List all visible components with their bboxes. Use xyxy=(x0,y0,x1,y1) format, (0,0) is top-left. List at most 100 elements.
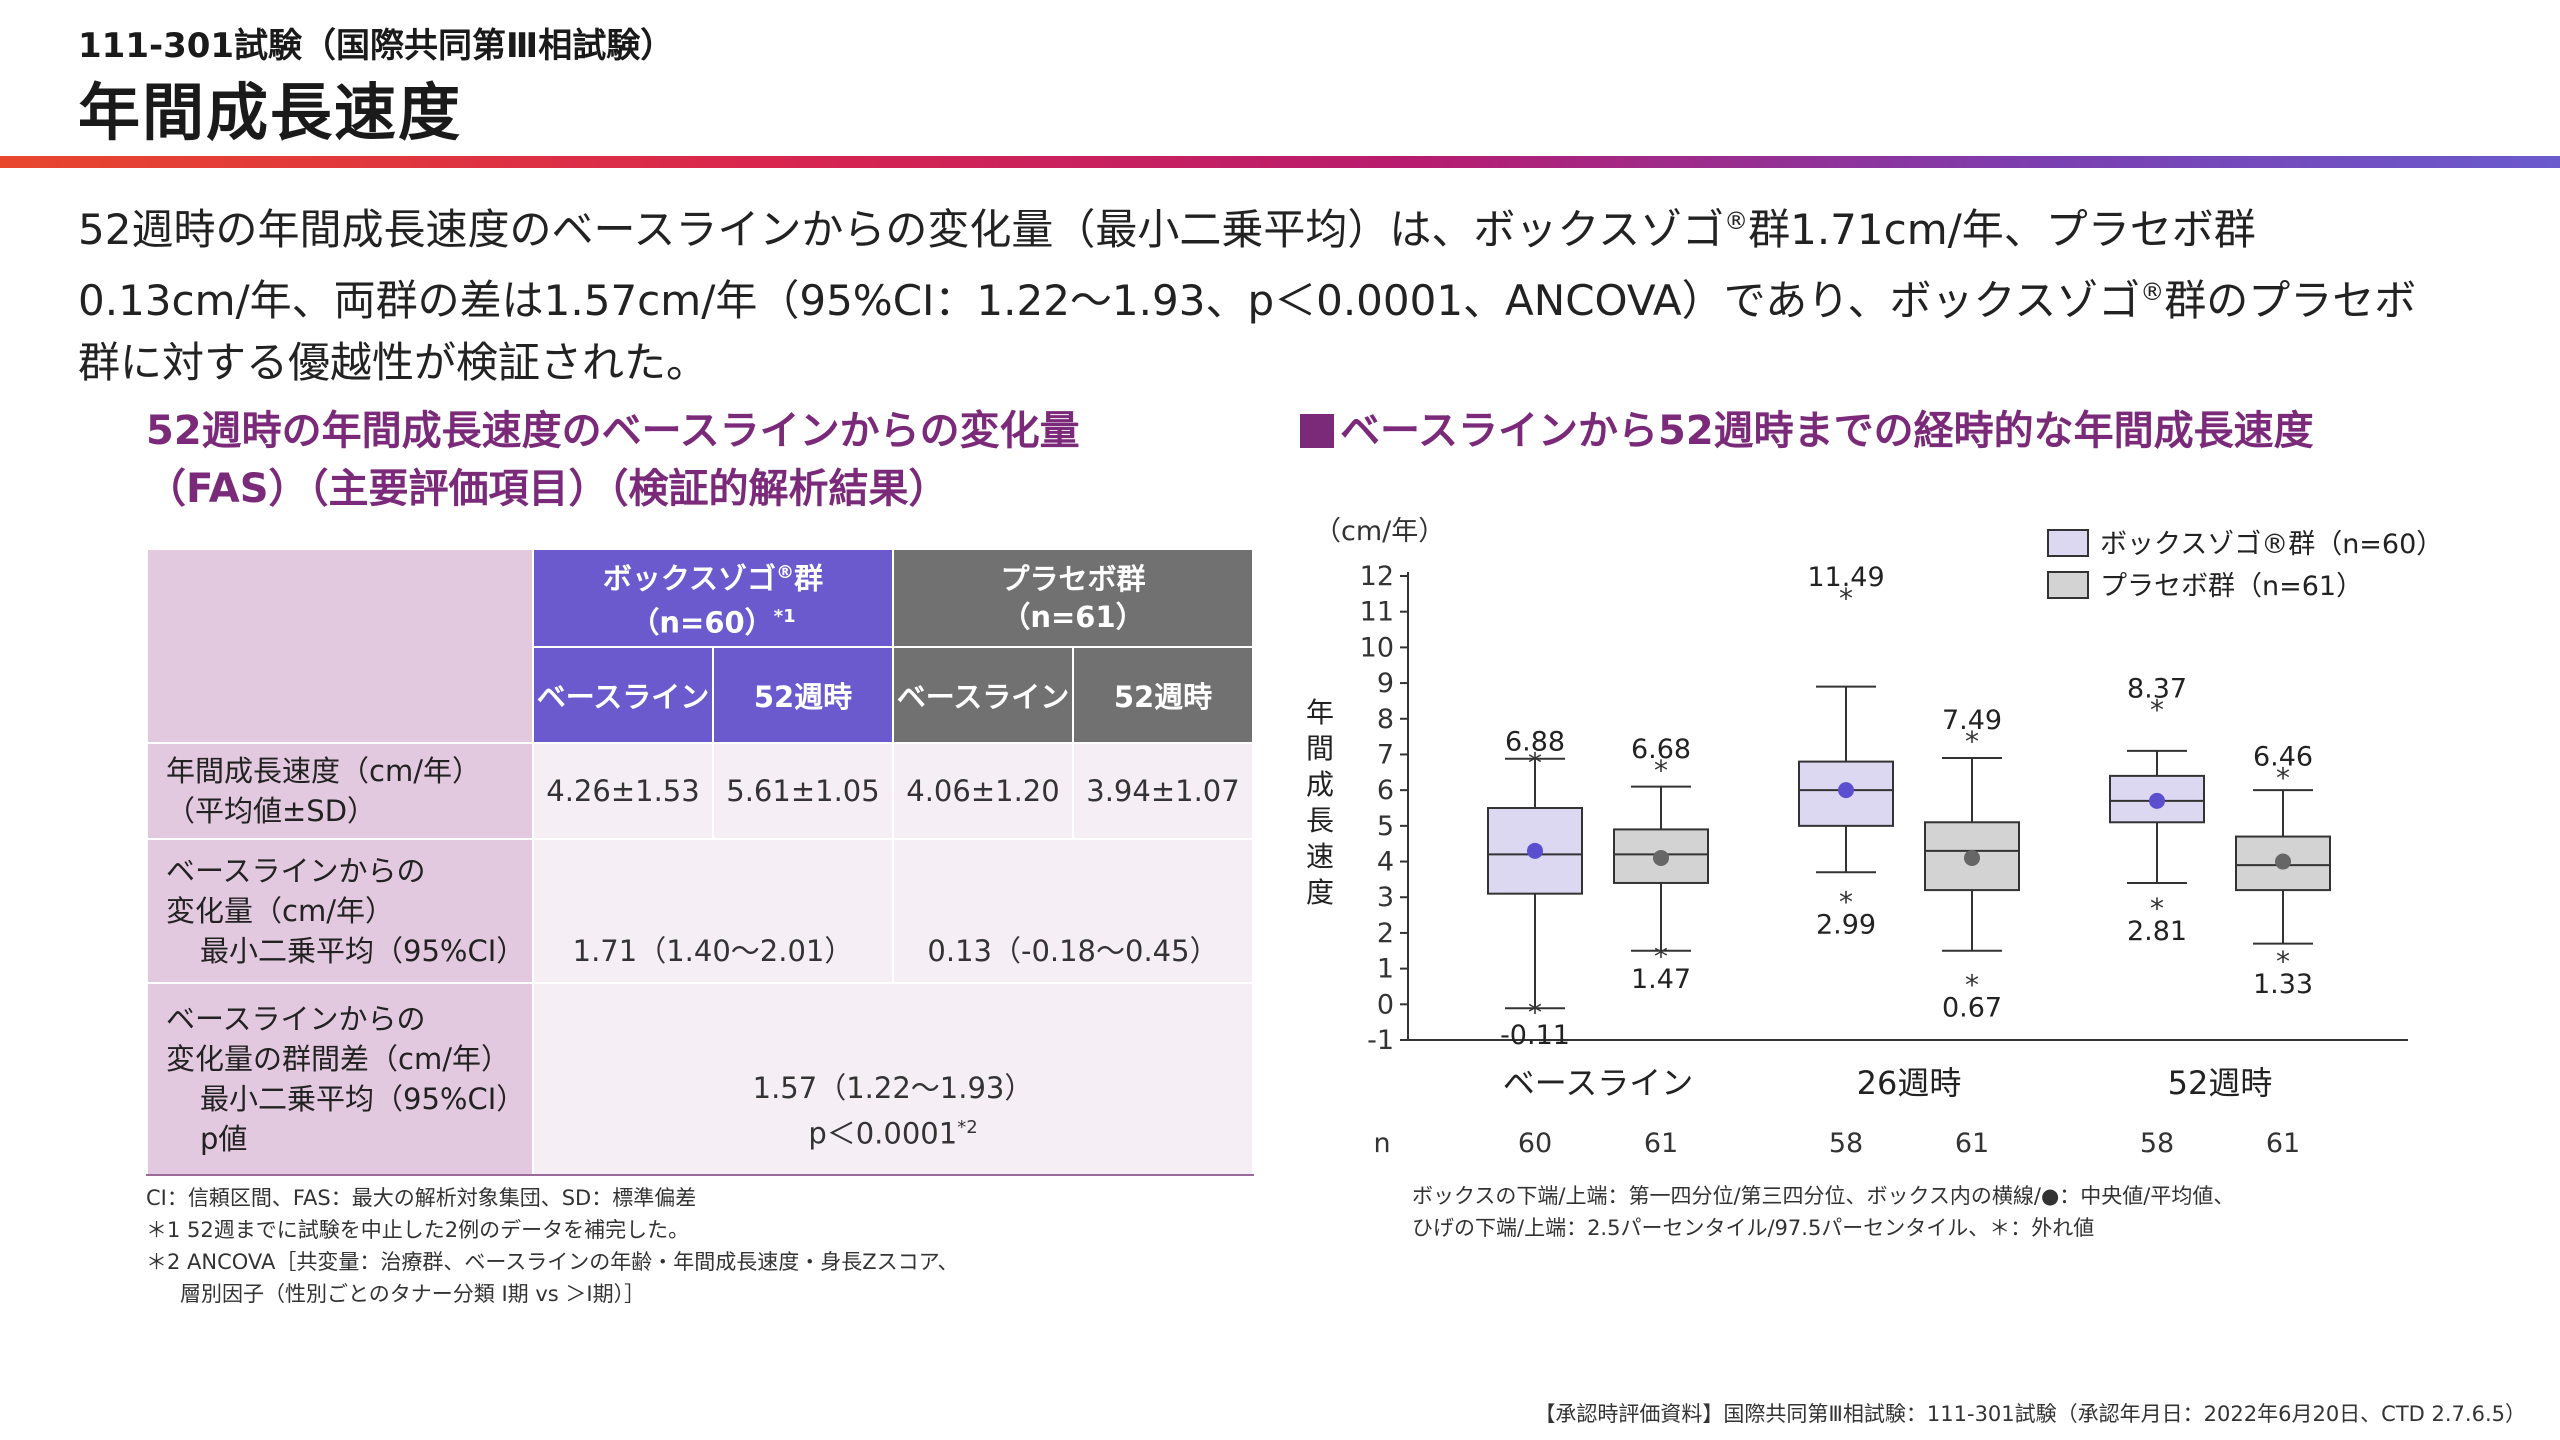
page-subtitle: 111-301試験（国際共同第Ⅲ相試験） xyxy=(78,26,675,66)
voxzogo-header: ボックスゾゴ®群 （n=60）*1 xyxy=(532,548,894,648)
footnote-mark: *2 xyxy=(957,1117,978,1139)
row1-voxzogo-baseline: 4.26±1.53 xyxy=(532,742,714,840)
note-line4: 層別因子（性別ごとのタナー分類 Ⅰ期 vs ＞Ⅰ期）］ xyxy=(180,1282,646,1306)
outlier-marker: * xyxy=(1965,725,1979,758)
summary-line1a: 52週時の年間成長速度のベースラインからの変化量（最小二乗平均）は、ボックスゾゴ xyxy=(78,205,1725,254)
registered-mark: ® xyxy=(2140,278,2165,306)
y-tick-label: 11 xyxy=(1360,597,1394,628)
outlier-label: 2.99 xyxy=(1816,910,1876,941)
row3-value-line1: 1.57（1.22〜1.93） xyxy=(752,1071,1034,1106)
row3-label-line4: p値 xyxy=(200,1122,248,1156)
mean-dot xyxy=(2275,853,2291,870)
y-axis-title: 年間成長速度 xyxy=(1306,696,1334,909)
y-tick-label: 9 xyxy=(1377,668,1394,699)
voxzogo-baseline-header: ベースライン xyxy=(532,646,714,744)
outlier-label: 2.81 xyxy=(2127,916,2187,947)
note-line3: ＊2 ANCOVA［共変量：治療群、ベースラインの年齢・年間成長速度・身長Zスコ… xyxy=(146,1250,959,1274)
row2-placebo-value: 0.13（-0.18〜0.45） xyxy=(892,838,1254,984)
outlier-marker: * xyxy=(2150,892,2164,925)
outlier-label: 0.67 xyxy=(1942,992,2002,1023)
summary-text: 52週時の年間成長速度のベースラインからの変化量（最小二乗平均）は、ボックスゾゴ… xyxy=(78,190,2498,394)
y-tick-label: 8 xyxy=(1377,704,1394,735)
y-tick-label: 7 xyxy=(1377,739,1394,770)
footer-source: 【承認時評価資料】国際共同第Ⅲ相試験：111-301試験（承認年月日：2022年… xyxy=(1534,1402,2526,1426)
n-value: 60 xyxy=(1518,1128,1552,1159)
y-tick-label: 1 xyxy=(1377,954,1394,985)
legend-swatch xyxy=(2047,529,2089,557)
row1-label: 年間成長速度（cm/年） （平均値±SD） xyxy=(146,742,534,840)
n-value: 58 xyxy=(2140,1128,2174,1159)
y-axis-title-char: 速 xyxy=(1306,840,1334,873)
placebo-52w-header: 52週時 xyxy=(1072,646,1254,744)
summary-line2b: 群のプラセボ xyxy=(2164,276,2417,325)
row2-label: ベースラインからの 変化量（cm/年） 最小二乗平均（95%CI） xyxy=(146,838,534,984)
note-line1: CI：信頼区間、FAS：最大の解析対象集団、SD：標準偏差 xyxy=(146,1186,697,1210)
row3-label-line2: 変化量の群間差（cm/年） xyxy=(166,1042,510,1076)
row3-value-line2: p＜0.0001 xyxy=(808,1117,958,1151)
left-title-line2: （FAS）（主要評価項目）（検証的解析結果） xyxy=(146,466,949,512)
y-tick-label: 4 xyxy=(1377,847,1394,878)
outlier-label: 7.49 xyxy=(1942,705,2002,736)
x-category-label: 52週時 xyxy=(2168,1064,2273,1102)
caption-line1: ボックスの下端/上端：第一四分位/第三四分位、ボックス内の横線/●：中央値/平均… xyxy=(1412,1184,2235,1208)
y-axis-title-char: 度 xyxy=(1306,876,1334,909)
outlier-label: 6.88 xyxy=(1505,727,1565,758)
note-line2: ＊1 52週までに試験を中止した2例のデータを補完した。 xyxy=(146,1218,690,1242)
legend-label: ボックスゾゴ®群（n=60） xyxy=(2100,529,2430,560)
row1-voxzogo-52w: 5.61±1.05 xyxy=(712,742,894,840)
outlier-label: 1.47 xyxy=(1631,964,1691,995)
row1-placebo-52w: 3.94±1.07 xyxy=(1072,742,1254,840)
row1-label-line2: （平均値±SD） xyxy=(166,794,377,828)
n-value: 58 xyxy=(1829,1128,1863,1159)
outlier-label: -0.11 xyxy=(1500,1020,1570,1051)
outlier-marker: * xyxy=(1965,968,1979,1001)
outlier-label: 8.37 xyxy=(2127,674,2187,705)
mean-dot xyxy=(2149,792,2165,809)
outlier-marker: * xyxy=(1528,996,1542,1029)
footnote-mark: *1 xyxy=(773,606,796,627)
outlier-marker: * xyxy=(1839,886,1853,919)
y-axis-title-char: 成 xyxy=(1306,768,1334,801)
voxzogo-header-group: 群 xyxy=(794,562,824,596)
outlier-marker: * xyxy=(1839,582,1853,615)
outlier-marker: * xyxy=(1654,940,1668,973)
row2-voxzogo-value: 1.71（1.40〜2.01） xyxy=(532,838,894,984)
mean-dot xyxy=(1527,842,1543,859)
row1-placebo-baseline: 4.06±1.20 xyxy=(892,742,1074,840)
left-title-line1: 52週時の年間成長速度のベースラインからの変化量 xyxy=(146,408,1080,454)
row3-label: ベースラインからの 変化量の群間差（cm/年） 最小二乗平均（95%CI） p値 xyxy=(146,982,534,1176)
caption-line2: ひげの下端/上端：2.5パーセンタイル/97.5パーセンタイル、＊：外れ値 xyxy=(1412,1216,2095,1240)
summary-line2a: 0.13cm/年、両群の差は1.57cm/年（95%CI：1.22〜1.93、p… xyxy=(78,276,2141,325)
outlier-marker: * xyxy=(2150,694,2164,727)
voxzogo-header-n: （n=60） xyxy=(630,605,774,640)
square-bullet-icon xyxy=(1300,414,1334,448)
row1-label-line1: 年間成長速度（cm/年） xyxy=(166,754,481,788)
row3-label-line3: 最小二乗平均（95%CI） xyxy=(200,1082,526,1116)
y-axis-title-char: 間 xyxy=(1306,732,1334,765)
summary-line1b: 群1.71cm/年、プラセボ群 xyxy=(1748,205,2256,254)
placebo-baseline-header: ベースライン xyxy=(892,646,1074,744)
y-tick-label: 10 xyxy=(1360,632,1394,663)
n-row-label: n xyxy=(1373,1128,1390,1159)
y-tick-label: 5 xyxy=(1377,811,1394,842)
placebo-header: プラセボ群 （n=61） xyxy=(892,548,1254,648)
outlier-marker: * xyxy=(2276,762,2290,795)
x-category-label: ベースライン xyxy=(1503,1064,1693,1102)
right-title-text: ベースラインから52週時までの経時的な年間成長速度 xyxy=(1340,408,2314,454)
row3-label-line1: ベースラインからの xyxy=(166,1002,426,1036)
boxes-layer: *-0.11*6.8860*11.49*2.9958*8.37*2.8158*6… xyxy=(1487,562,2331,1159)
y-tick-label: 12 xyxy=(1360,561,1394,592)
page-title: 年間成長速度 xyxy=(78,76,463,149)
left-section-title: 52週時の年間成長速度のベースラインからの変化量 （FAS）（主要評価項目）（検… xyxy=(146,402,1246,518)
voxzogo-header-name: ボックスゾゴ xyxy=(602,562,777,596)
legend-swatch xyxy=(2047,571,2089,599)
registered-mark: ® xyxy=(776,562,795,584)
y-tick-label: 2 xyxy=(1377,918,1394,949)
right-section-title: ベースラインから52週時までの経時的な年間成長速度 xyxy=(1300,402,2500,460)
n-value: 61 xyxy=(1955,1128,1989,1159)
row2-label-line2: 変化量（cm/年） xyxy=(166,894,394,928)
y-tick-label: 3 xyxy=(1377,882,1394,913)
chart-caption: ボックスの下端/上端：第一四分位/第三四分位、ボックス内の横線/●：中央値/平均… xyxy=(1412,1180,2234,1244)
